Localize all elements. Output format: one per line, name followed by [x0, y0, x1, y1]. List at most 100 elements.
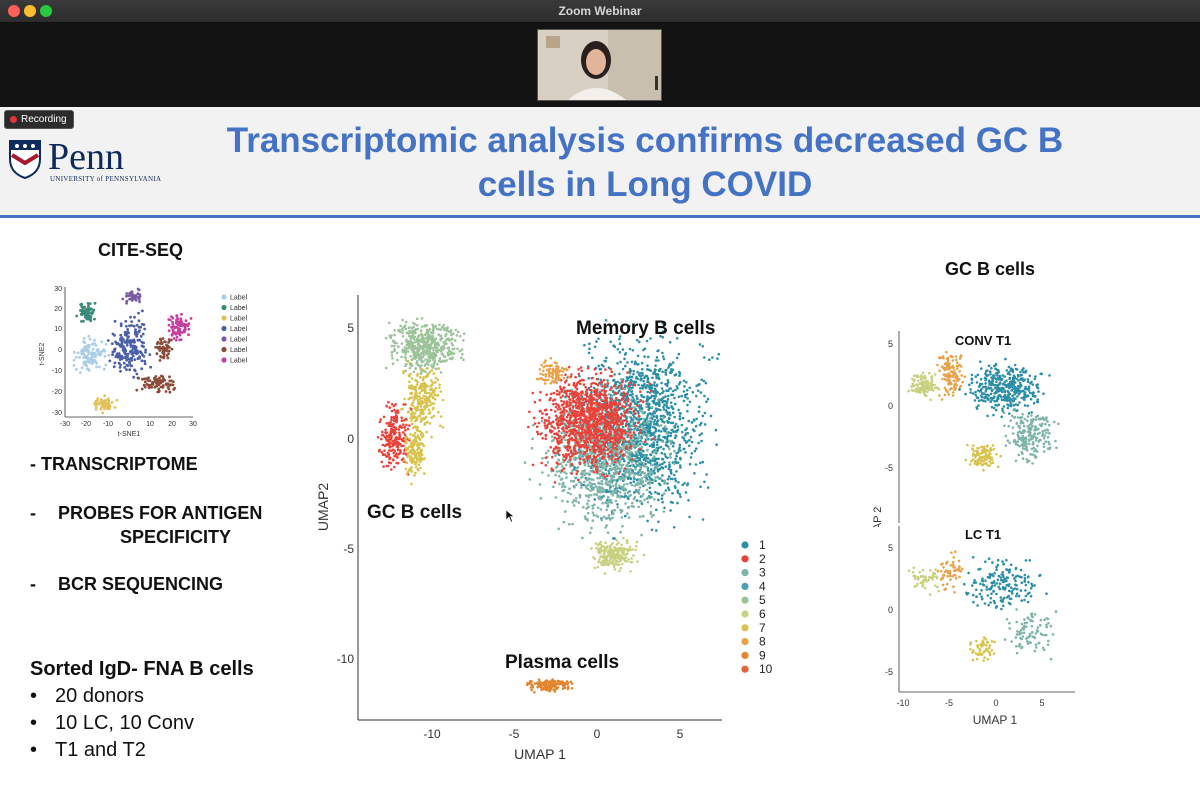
umap-point — [630, 464, 634, 467]
recording-badge[interactable]: Recording — [4, 110, 74, 129]
umap-point — [679, 449, 682, 452]
umap-point — [438, 383, 441, 386]
tsne-point — [154, 345, 158, 349]
tsne-point — [168, 346, 171, 349]
umap-point — [637, 492, 641, 495]
umap-point — [405, 347, 409, 350]
umap-point — [570, 479, 573, 483]
tsne-point — [81, 350, 85, 354]
tsne-legend-label: Label — [230, 305, 248, 312]
umap-point — [657, 498, 660, 502]
umap-point — [652, 478, 656, 482]
umap-point — [635, 394, 638, 398]
tsne-point — [128, 368, 132, 372]
tsne-point — [80, 366, 84, 370]
umap-point — [571, 393, 574, 397]
umap-point — [663, 479, 666, 482]
tsne-point — [87, 361, 91, 364]
umap-point — [644, 479, 648, 483]
umap-point — [539, 432, 542, 436]
umap-point — [430, 342, 433, 345]
umap-point — [587, 377, 590, 380]
umap-point — [543, 424, 547, 427]
tsne-point — [141, 332, 145, 336]
speaker-video-tile[interactable] — [537, 29, 662, 101]
tsne-y-tick: 10 — [54, 326, 62, 333]
tsne-point — [128, 362, 132, 365]
umap-point — [444, 339, 447, 342]
minimize-window-button[interactable] — [24, 5, 36, 17]
umap-point — [393, 438, 397, 442]
umap-point — [657, 403, 661, 407]
sorted-item-text: 10 LC, 10 Conv — [55, 712, 194, 734]
umap-point — [633, 380, 637, 383]
umap-point — [654, 359, 658, 362]
umap-point — [640, 407, 644, 411]
umap-point — [646, 519, 649, 523]
umap-point — [566, 500, 569, 503]
umap-point — [652, 513, 655, 517]
umap-point — [413, 431, 417, 435]
umap-point — [401, 407, 404, 411]
umap-point — [384, 443, 388, 446]
tsne-point — [143, 327, 147, 331]
bullet-bcr: BCR SEQUENCING — [58, 574, 224, 594]
umap-point — [646, 355, 650, 359]
umap-point — [657, 457, 660, 461]
umap-point — [605, 356, 608, 360]
umap-point — [382, 415, 386, 419]
umap-point — [667, 416, 671, 420]
tsne-point — [120, 342, 124, 345]
umap-point — [592, 386, 596, 390]
fullscreen-window-button[interactable] — [40, 5, 52, 17]
umap-point — [600, 482, 604, 486]
umap-point — [646, 448, 649, 452]
umap-point — [430, 383, 434, 387]
slide-title-line-2: cells in Long COVID — [477, 165, 813, 204]
tsne-point — [124, 333, 128, 337]
umap-point — [415, 436, 418, 439]
umap-point — [573, 434, 577, 437]
umap-point — [427, 335, 430, 338]
tsne-point — [175, 335, 179, 339]
tsne-point — [167, 341, 170, 344]
umap-point — [413, 474, 416, 477]
umap-point — [690, 421, 694, 424]
umap-point — [654, 448, 658, 451]
umap-point — [581, 435, 585, 439]
umap-point — [649, 434, 652, 437]
umap-point — [395, 456, 399, 459]
umap-point — [639, 479, 643, 482]
umap-point — [596, 453, 600, 457]
umap-point — [580, 426, 583, 430]
umap-point — [640, 361, 644, 365]
tsne-point — [114, 340, 117, 344]
tsne-point — [82, 360, 86, 364]
umap-point — [554, 496, 558, 499]
umap-point — [414, 367, 417, 370]
umap-point — [642, 462, 646, 465]
umap-point — [618, 460, 622, 463]
umap-point — [589, 489, 592, 492]
close-window-button[interactable] — [8, 5, 20, 17]
tsne-point — [166, 386, 170, 389]
umap-point — [695, 417, 698, 421]
tsne-point — [160, 374, 163, 378]
umap-point — [648, 387, 651, 391]
umap-point — [411, 396, 414, 399]
tsne-point — [160, 341, 164, 345]
umap-point — [677, 408, 680, 412]
umap-point — [575, 472, 578, 476]
umap-point — [598, 415, 601, 419]
umap-point — [408, 380, 411, 383]
umap-point — [621, 348, 625, 351]
umap-point — [404, 327, 408, 331]
umap-point — [591, 511, 595, 514]
umap-point — [688, 444, 691, 448]
tsne-point — [91, 347, 95, 351]
umap-point — [577, 429, 580, 432]
umap-point — [599, 442, 602, 446]
umap-point — [585, 484, 588, 488]
umap-point — [553, 398, 557, 401]
umap-point — [627, 469, 631, 472]
